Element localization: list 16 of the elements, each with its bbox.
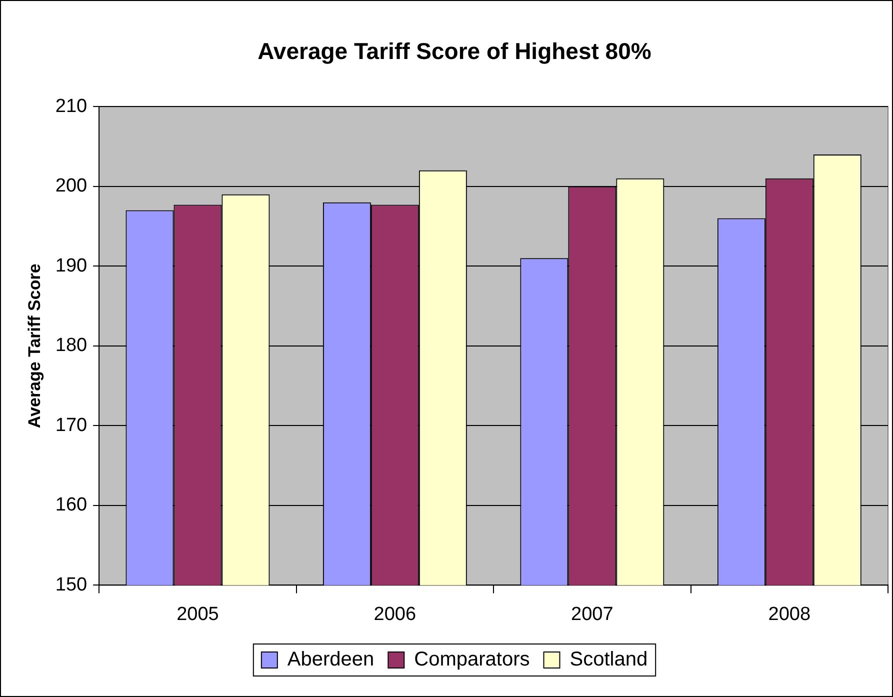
y-tick-label: 200 <box>55 176 88 197</box>
legend-label: Comparators <box>414 648 530 671</box>
y-tick-label: 210 <box>55 96 88 117</box>
chart-title: Average Tariff Score of Highest 80% <box>258 38 652 64</box>
y-tick-label: 170 <box>55 414 88 436</box>
x-tick-label: 2007 <box>571 604 614 625</box>
legend-label: Aberdeen <box>287 648 374 671</box>
x-tick-label: 2006 <box>374 604 416 625</box>
x-tick-label: 2008 <box>768 604 811 625</box>
y-axis-title: Average Tariff Score <box>24 264 44 428</box>
y-tick-label: 180 <box>55 335 88 356</box>
y-tick-label: 190 <box>55 255 88 276</box>
legend-label: Scotland <box>570 648 648 671</box>
x-tick-label: 2005 <box>176 604 219 625</box>
y-tick-label: 160 <box>55 494 88 516</box>
y-tick-label: 150 <box>55 574 88 596</box>
